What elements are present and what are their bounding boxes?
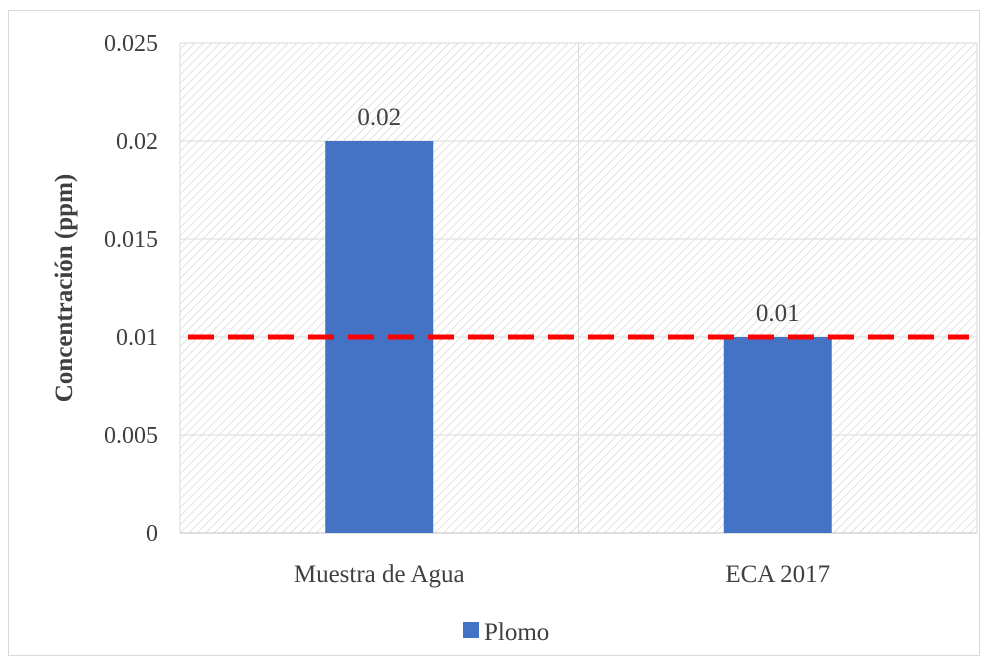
y-tick-label: 0.01 [116, 325, 158, 351]
data-label: 0.02 [357, 104, 401, 131]
bars [325, 141, 832, 533]
y-tick-label: 0.025 [104, 31, 158, 57]
legend-swatch-plomo [463, 622, 479, 638]
y-tick-label: 0.015 [104, 227, 158, 253]
legend-label-plomo: Plomo [484, 619, 549, 646]
legend: Plomo [463, 619, 549, 646]
y-tick-label: 0.005 [104, 423, 158, 449]
y-tick-label: 0 [146, 521, 158, 547]
labels: 0 0.005 0.01 0.015 0.02 0.025 0.02 Muestra de A… [104, 31, 830, 588]
bar-muestra-de-agua [325, 141, 434, 533]
x-category-label: ECA 2017 [725, 561, 830, 588]
bar-eca-2017 [723, 337, 832, 533]
data-label: 0.01 [756, 300, 800, 327]
x-category-label: Muestra de Agua [294, 561, 465, 588]
y-tick-label: 0.02 [116, 129, 158, 155]
y-axis-title: Concentración (ppm) [51, 174, 78, 402]
